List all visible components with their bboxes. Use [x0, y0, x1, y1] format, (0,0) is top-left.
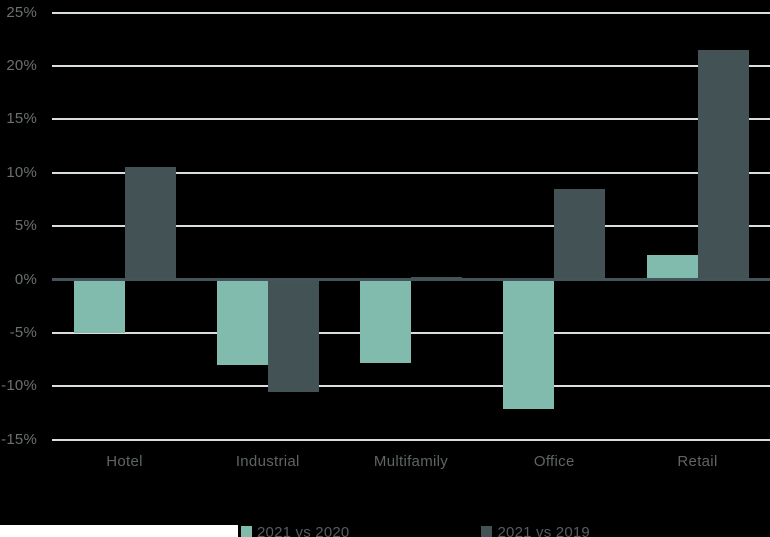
- y-tick-label-20: 20%: [6, 57, 37, 75]
- x-axis-label-hotel: Hotel: [106, 453, 143, 470]
- gridline-15: [52, 118, 770, 121]
- legend-swatch-icon: [481, 526, 493, 537]
- y-tick-label-25: 25%: [6, 3, 37, 21]
- gridline--15: [52, 438, 770, 441]
- bar-industrial-2021-vs-2020: [216, 279, 268, 365]
- y-tick-label-15: 15%: [6, 110, 37, 128]
- bar-office-2021-vs-2019: [554, 188, 606, 280]
- legend-white-background: [0, 525, 238, 537]
- gridline-5: [52, 225, 770, 228]
- gridline-25: [52, 11, 770, 14]
- y-tick-label-0: 0%: [14, 270, 37, 288]
- legend-swatch-icon: [241, 526, 252, 537]
- y-tick-label--5: -5%: [9, 323, 37, 341]
- legend-item-2021-vs-2019: 2021 vs 2019: [481, 524, 590, 537]
- legend-item-2021-vs-2020: 2021 vs 2020: [241, 524, 349, 537]
- bar-retail-2021-vs-2019: [697, 50, 749, 280]
- bar-office-2021-vs-2020: [503, 279, 555, 409]
- x-axis-label-retail: Retail: [677, 453, 718, 470]
- gridline-10: [52, 171, 770, 174]
- gridline-20: [52, 65, 770, 68]
- zero-axis-line: [52, 278, 770, 281]
- y-tick-label-5: 5%: [14, 217, 37, 235]
- bar-industrial-2021-vs-2019: [267, 279, 319, 392]
- gridline--10: [52, 385, 770, 388]
- y-tick-label--10: -10%: [1, 377, 37, 395]
- bar-multifamily-2021-vs-2020: [360, 279, 411, 363]
- y-tick-label-10: 10%: [6, 163, 37, 181]
- bar-retail-2021-vs-2020: [646, 254, 698, 280]
- x-axis-label-industrial: Industrial: [235, 453, 300, 470]
- legend-label: 2021 vs 2020: [257, 524, 350, 537]
- x-axis-label-multifamily: Multifamily: [373, 453, 449, 470]
- bar-hotel-2021-vs-2020: [73, 279, 125, 333]
- y-tick-label--15: -15%: [1, 430, 37, 448]
- legend-label: 2021 vs 2019: [497, 524, 590, 537]
- bar-hotel-2021-vs-2019: [124, 167, 176, 280]
- gridline--5: [52, 331, 770, 334]
- x-axis-label-office: Office: [533, 453, 575, 470]
- chart-legend: 2021 vs 2020 2021 vs 2019: [241, 524, 590, 537]
